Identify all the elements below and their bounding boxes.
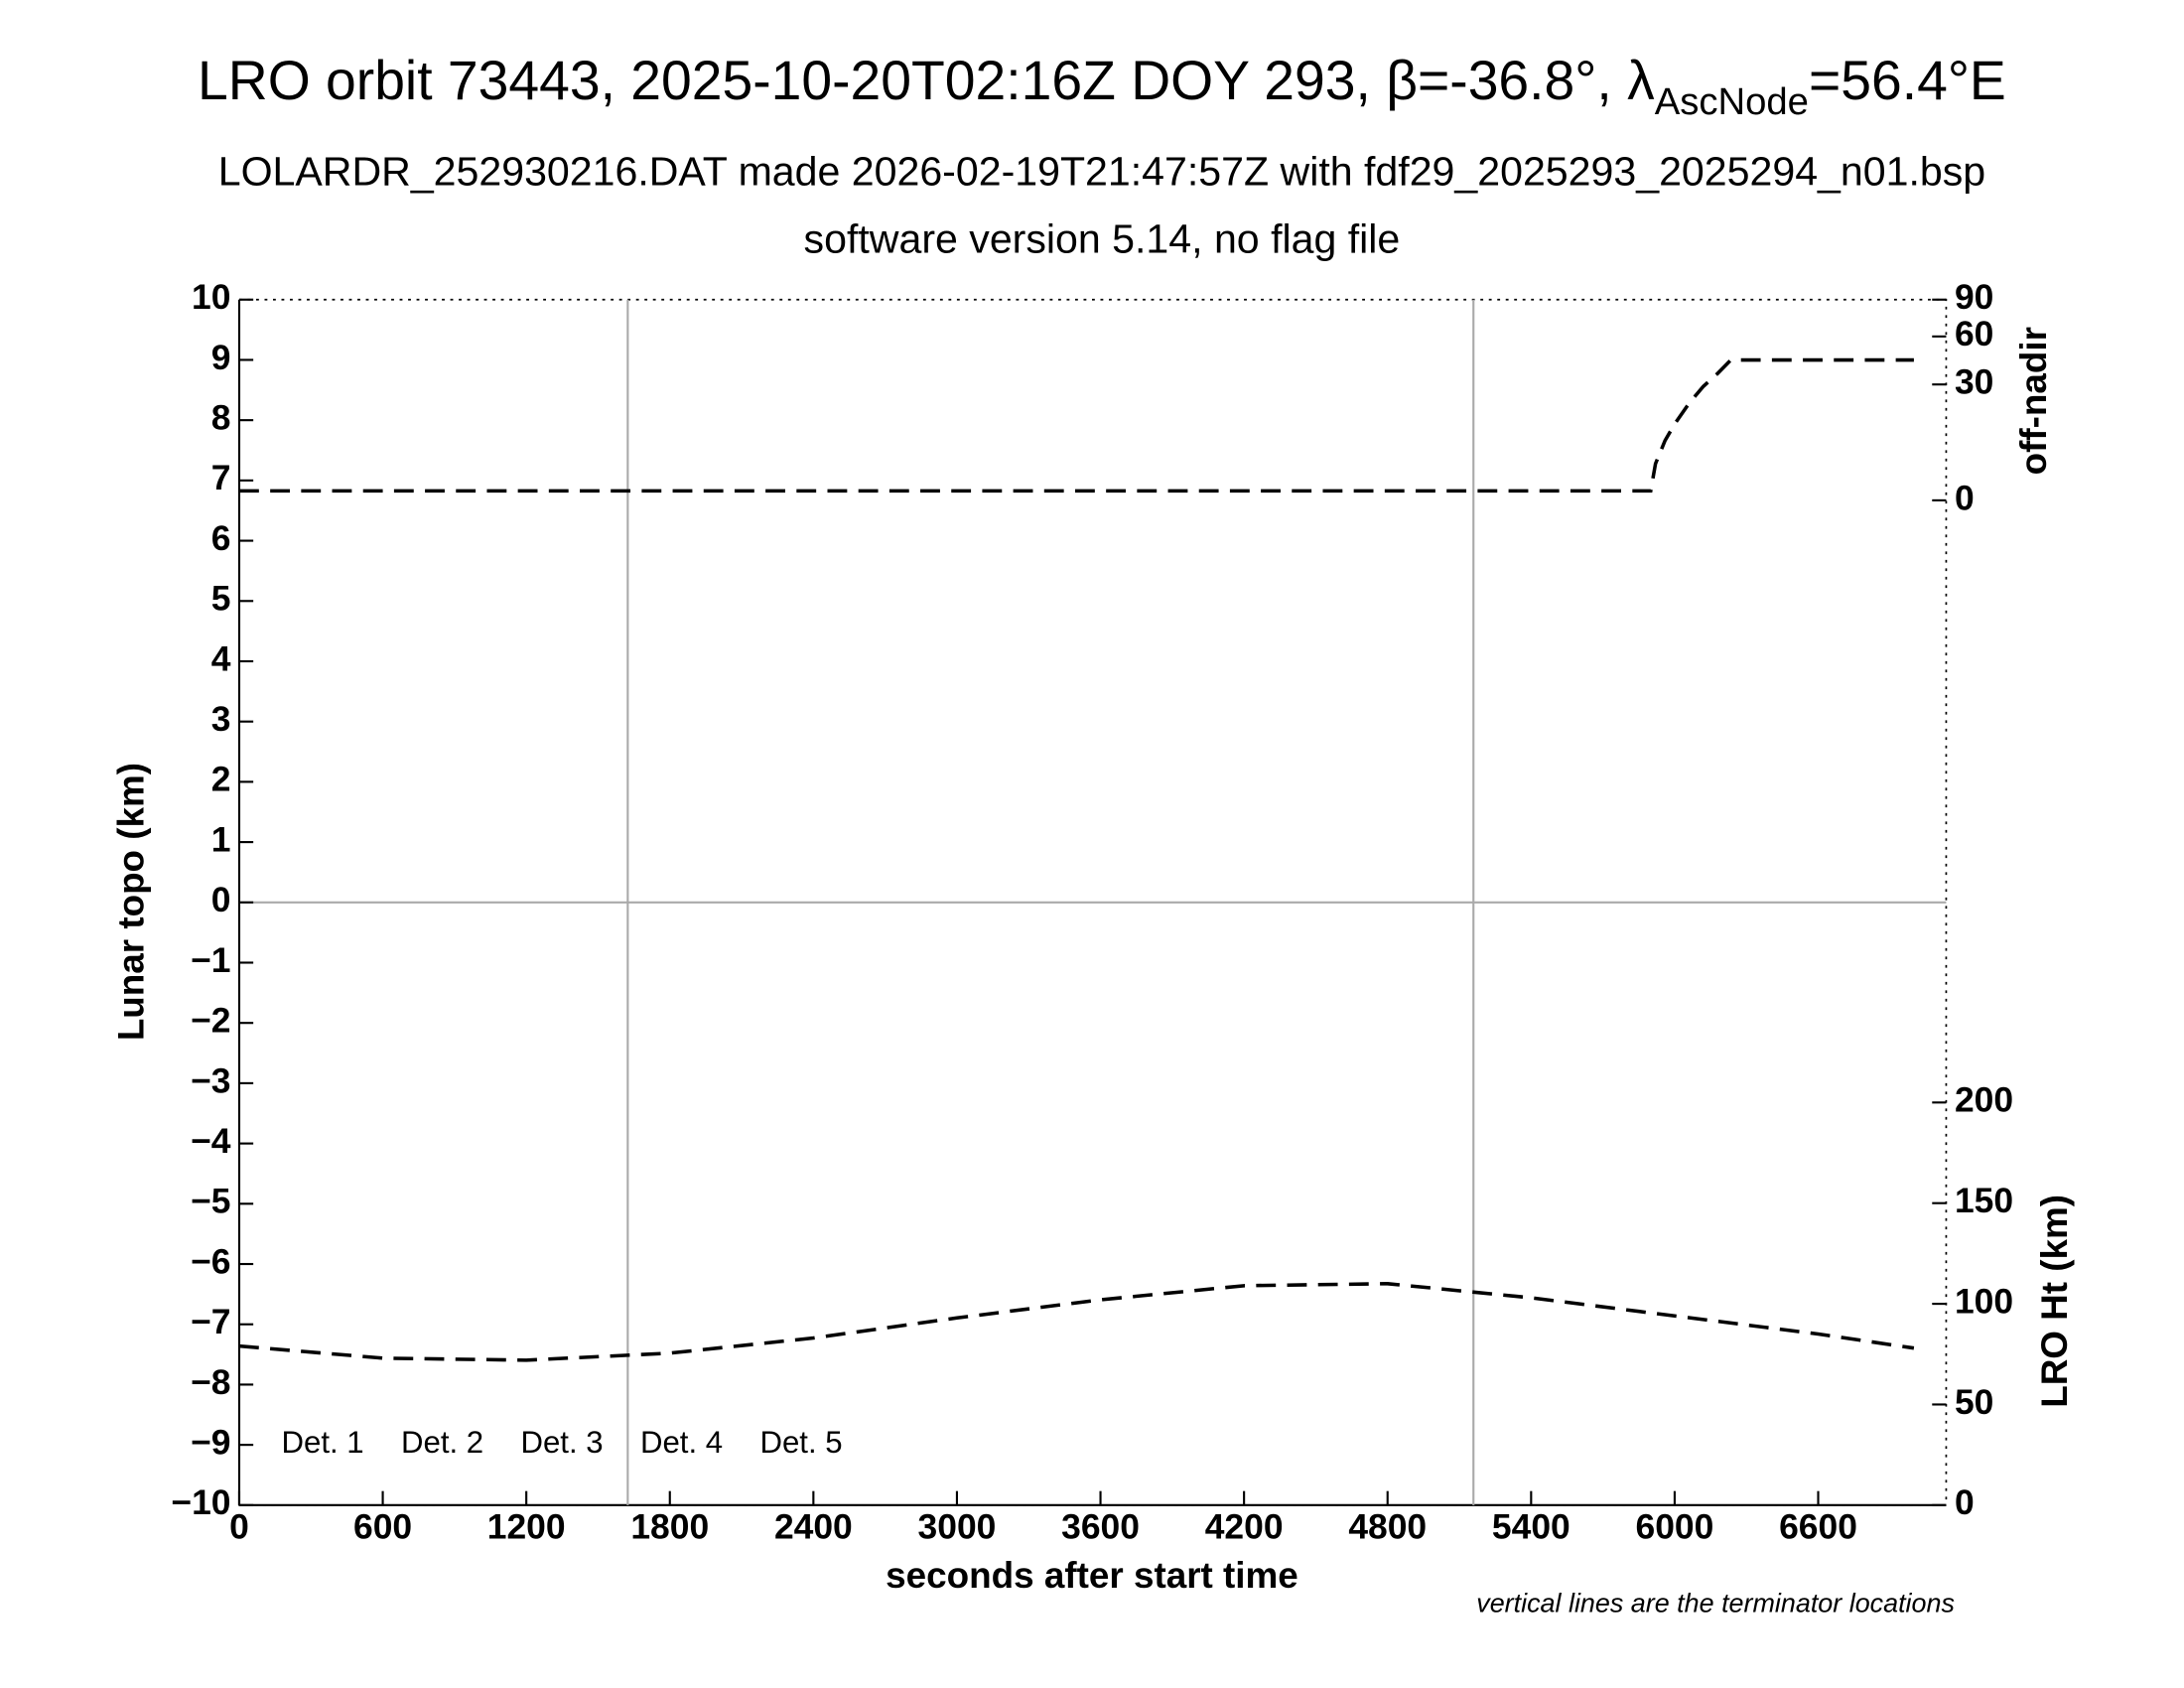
right-tick-label: 200: [1955, 1080, 2013, 1120]
y-tick-label: 7: [211, 458, 231, 497]
y-tick-label: −6: [191, 1241, 230, 1281]
x-tick-label: 3000: [918, 1506, 997, 1546]
x-tick-label: 4800: [1348, 1506, 1427, 1546]
x-tick-label: 1200: [487, 1506, 566, 1546]
legend-entry: Det. 1: [282, 1425, 364, 1460]
y-tick-label: −9: [191, 1422, 230, 1462]
legend-entry: Det. 5: [759, 1425, 842, 1460]
subtitle: LOLARDR_252930216.DAT made 2026-02-19T21…: [218, 149, 1985, 195]
y-tick-label: 4: [211, 638, 231, 678]
subtitle: software version 5.14, no flag file: [804, 216, 1401, 262]
y-tick-label: 5: [211, 579, 231, 619]
y-axis-label: Lunar topo (km): [110, 763, 151, 1041]
y-tick-label: 1: [211, 819, 231, 859]
y-tick-label: 2: [211, 760, 231, 799]
title-main: LRO orbit 73443, 2025-10-20T02:16Z DOY 2…: [198, 50, 1655, 111]
x-tick-label: 2400: [774, 1506, 853, 1546]
legend-entry: Det. 4: [640, 1425, 723, 1460]
y-tick-label: −1: [191, 940, 230, 980]
y-tick-label: −3: [191, 1060, 230, 1100]
series-line: [238, 1282, 1915, 1362]
right-tick-label: 150: [1955, 1181, 2013, 1220]
title-sub: AscNode: [1655, 80, 1809, 123]
y-tick-label: −7: [191, 1302, 230, 1341]
x-tick-label: 1800: [630, 1506, 709, 1546]
x-tick-label: 6600: [1779, 1506, 1857, 1546]
series-line: [238, 357, 1914, 493]
y-tick-label: 3: [211, 699, 231, 739]
y-tick-label: 10: [192, 277, 230, 317]
right-tick-label: 0: [1955, 478, 1975, 517]
note: vertical lines are the terminator locati…: [1476, 1589, 1955, 1618]
y-tick-label: 8: [211, 398, 231, 438]
right-tick-label: 100: [1955, 1281, 2013, 1321]
legend-entry: Det. 3: [520, 1425, 603, 1460]
x-tick-label: 0: [229, 1506, 249, 1546]
y-tick-label: 9: [211, 338, 231, 377]
right-tick-label: 50: [1955, 1382, 1993, 1422]
y-tick-label: −2: [191, 1001, 230, 1041]
chart-title: LRO orbit 73443, 2025-10-20T02:16Z DOY 2…: [198, 50, 2006, 123]
x-tick-label: 5400: [1492, 1506, 1570, 1546]
legend-entry: Det. 2: [401, 1425, 483, 1460]
right-tick-label: 0: [1955, 1482, 1975, 1522]
x-axis-label: seconds after start time: [886, 1555, 1298, 1596]
right-tick-label: 60: [1955, 314, 1993, 353]
x-tick-label: 6000: [1636, 1506, 1714, 1546]
y-tick-label: 0: [211, 880, 231, 919]
x-tick-label: 4200: [1205, 1506, 1284, 1546]
title-tail: =56.4°E: [1809, 50, 2006, 111]
y-tick-label: −10: [171, 1482, 230, 1522]
y2-axis-label: off-nadir: [2013, 327, 2054, 475]
x-tick-label: 600: [353, 1506, 412, 1546]
y-tick-label: 6: [211, 518, 231, 558]
y3-axis-label: LRO Ht (km): [2034, 1195, 2075, 1408]
y-tick-label: −5: [191, 1182, 230, 1221]
right-tick-label: 90: [1955, 277, 1993, 317]
right-tick-label: 30: [1955, 362, 1993, 402]
y-tick-label: −8: [191, 1362, 230, 1402]
x-tick-label: 3600: [1061, 1506, 1140, 1546]
y-tick-label: −4: [191, 1121, 231, 1161]
